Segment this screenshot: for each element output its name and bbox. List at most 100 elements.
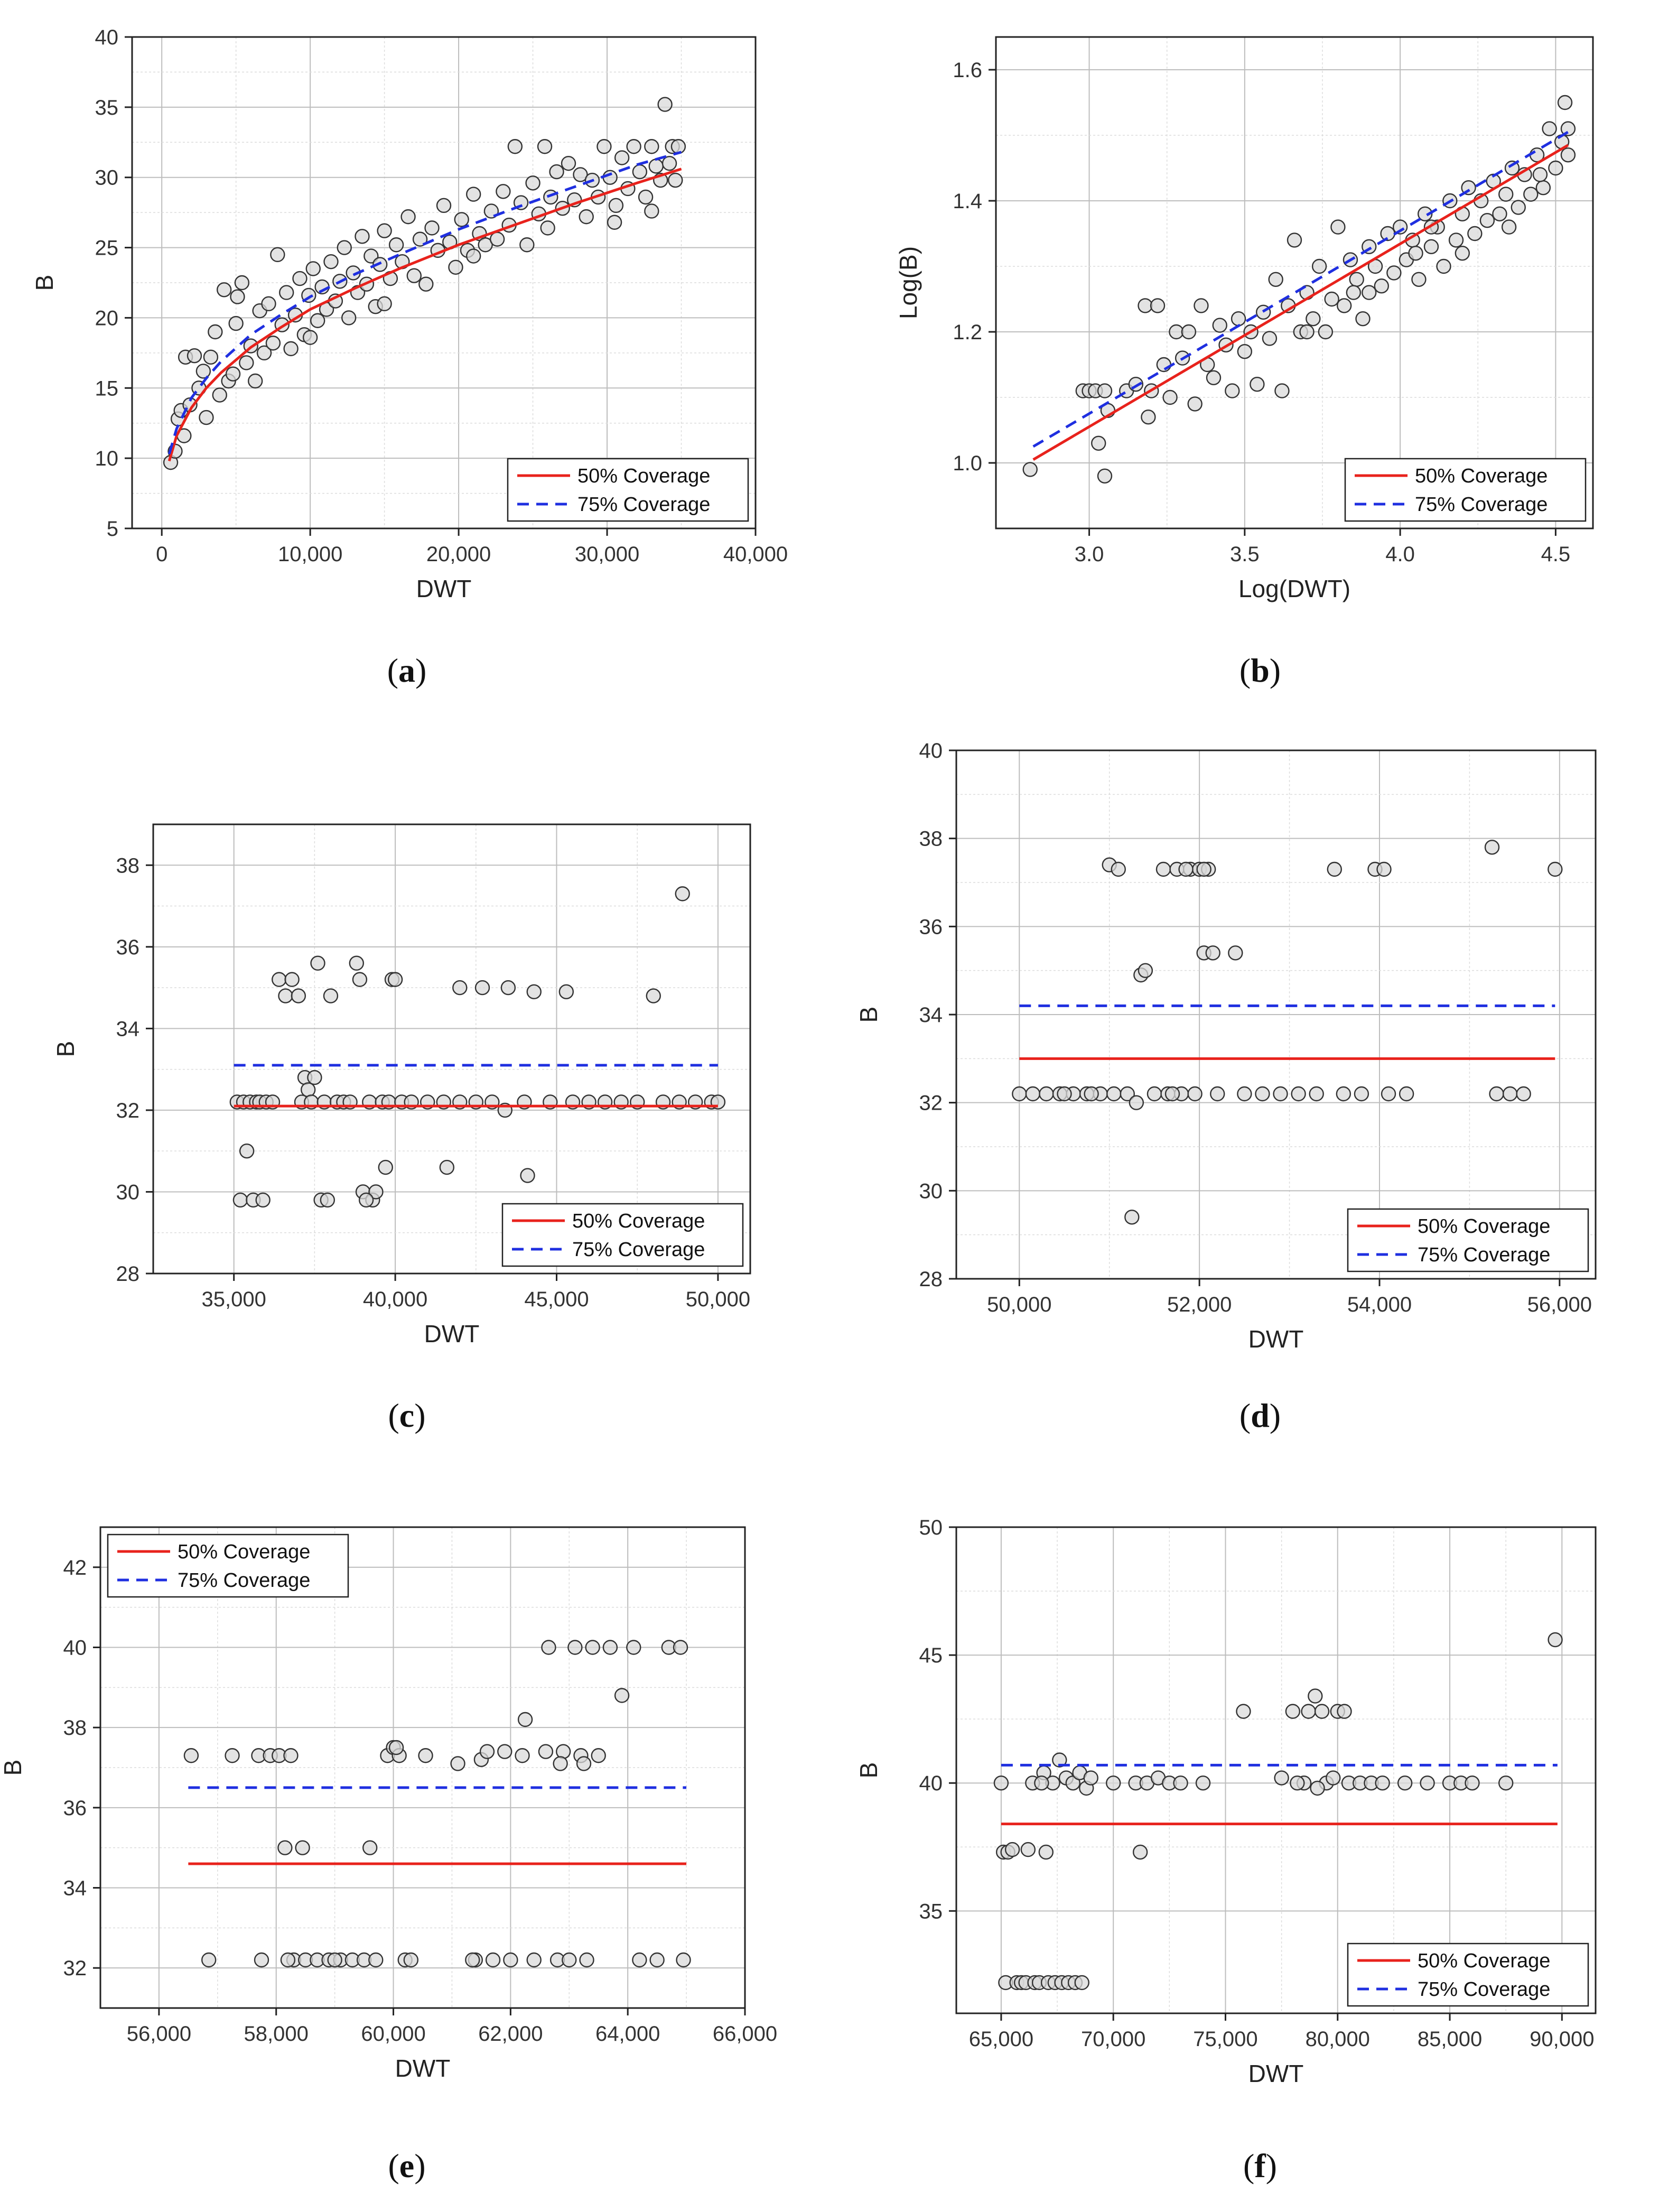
data-point [234,275,250,291]
y-tick-label: 28 [116,1262,140,1286]
data-point [310,955,325,971]
x-tick-label: 40,000 [723,543,788,566]
scatter-points [1012,840,1563,1225]
data-point [1097,383,1113,398]
data-point [292,271,307,286]
data-point [1111,861,1126,877]
chart-panel-f: 65,000 70,000 75,000 80,000 85,000 90,000 35 40… [855,1516,1597,2185]
data-point [450,1756,465,1771]
panel-caption: (f) [1243,2147,1277,2185]
data-point [201,1952,217,1968]
data-point [644,139,659,154]
data-point [1301,1704,1316,1719]
data-point [673,1640,688,1655]
data-point [387,972,403,987]
data-point [1022,462,1038,477]
chart-panel-b: 3.0 3.5 4.0 4.5 1.0 1.2 1.4 1.6 Log(DWT) Log(B) 50… [894,36,1594,689]
data-point [1324,291,1339,307]
data-point [436,198,452,213]
x-tick-label: 35,000 [202,1288,266,1311]
data-point [1502,1086,1518,1102]
data-point [412,231,428,247]
data-point [1274,383,1290,398]
gridlines [956,1527,1596,2013]
data-point [424,220,440,236]
data-point [1489,1086,1504,1102]
data-point [239,1143,255,1159]
data-point [614,150,630,165]
legend: 50% Coverage 75% Coverage [1347,1943,1589,2007]
data-point [549,164,564,180]
data-point [305,261,321,276]
data-point [1392,219,1408,235]
panel-caption: (a) [387,652,427,689]
data-point [1237,1086,1252,1102]
data-point [1380,226,1395,241]
data-point [526,1952,542,1968]
data-point [1129,1095,1144,1110]
data-point [1250,377,1265,392]
x-tick-label: 4.0 [1385,543,1415,566]
data-point [644,203,659,219]
y-tick-label: 40 [63,1637,87,1660]
y-tick-label: 38 [116,854,140,877]
data-point [1205,945,1220,961]
chart-panel-e: 56,000 58,000 60,000 62,000 64,000 66,000 32 34… [0,1526,777,2185]
data-point [465,248,481,264]
x-tick-label: 20,000 [426,543,491,566]
data-point [418,1748,433,1763]
y-tick-label: 35 [95,96,119,119]
x-tick-label: 75,000 [1193,2028,1257,2051]
legend-box [1344,458,1587,522]
data-point [1374,278,1389,294]
data-point [291,988,306,1003]
data-point [1195,1776,1211,1791]
y-tick-label: 40 [95,26,119,49]
data-point [1120,1086,1135,1102]
data-point [579,209,594,225]
data-point [310,313,325,328]
data-point [1492,206,1507,221]
data-point [1417,206,1433,221]
data-point [1004,1842,1020,1857]
data-point [1542,121,1557,136]
data-point [341,310,357,326]
data-point [1349,272,1364,287]
data-point [195,364,211,379]
data-point [1408,246,1423,261]
data-point [1310,1780,1325,1796]
data-point [1164,1086,1180,1102]
gridlines [100,1527,745,2008]
data-point [388,1740,404,1755]
data-point [1194,298,1209,313]
scatter-points [183,1640,691,1968]
data-point [576,1756,592,1771]
data-point [1504,160,1520,176]
data-point [1020,1842,1036,1857]
data-point [1169,324,1184,340]
data-point [1034,1776,1049,1791]
data-point [1038,1844,1054,1860]
data-point [1173,1776,1188,1791]
data-point [1181,324,1197,340]
data-point [1560,121,1576,136]
data-point [519,237,535,253]
data-point [541,1640,556,1655]
data-point [632,1952,647,1968]
data-point [277,1840,293,1855]
data-point [1091,435,1106,451]
legend-75-label: 75% Coverage [1418,1978,1550,2001]
data-point [1362,285,1377,300]
data-point [1467,226,1483,241]
x-tick-label: 3.0 [1075,543,1104,566]
data-point [1337,1704,1352,1719]
x-tick-label: 62,000 [478,2022,543,2046]
gridlines [956,750,1596,1279]
data-point [1484,840,1500,855]
data-point [1448,233,1464,248]
y-tick-label: 38 [919,828,943,851]
data-point [1138,963,1153,978]
data-point [183,1748,199,1763]
legend-box [501,1203,744,1267]
